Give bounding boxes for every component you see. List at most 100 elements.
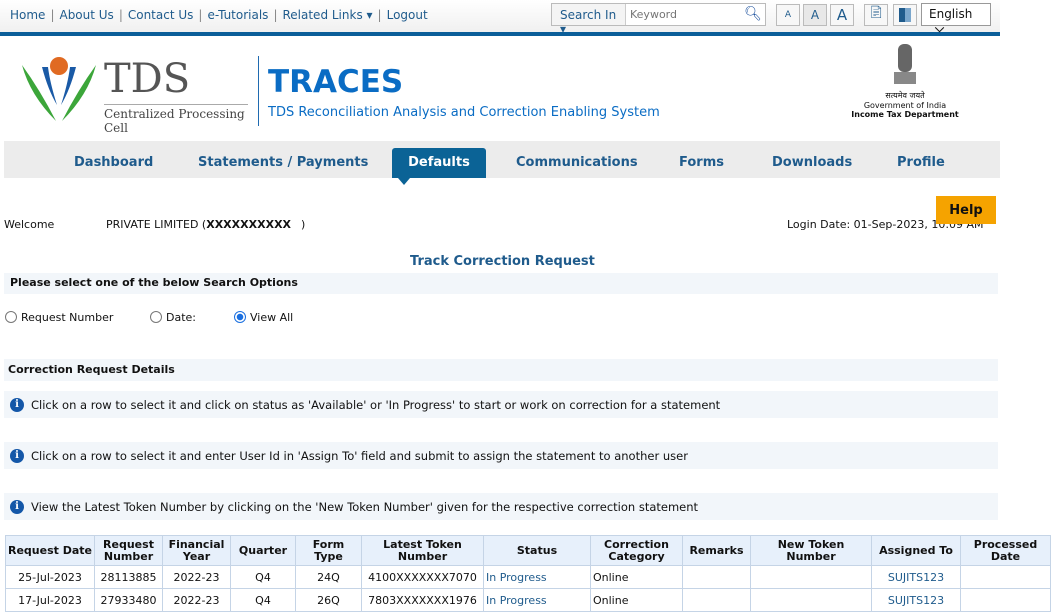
active-caret [398,178,410,185]
info-text: Click on a row to select it and enter Us… [31,448,688,463]
table-cell [960,588,1051,612]
radio-view-all[interactable]: View All [234,311,293,324]
font-small-button[interactable]: A [776,4,800,26]
details-header: Correction Request Details [4,359,998,381]
paren: ) [301,218,306,231]
table-row[interactable]: 17-Jul-2023 27933480 2022-23 Q4 26Q 7803XXXXX… [5,588,1051,612]
radio-button[interactable] [150,311,162,323]
radio-label: Date: [166,311,196,324]
emblem-gov: Government of India [863,101,947,110]
nav-forms[interactable]: Forms [679,155,724,170]
table-cell [960,565,1051,589]
screen-reader-icon[interactable]: 📄︎ [864,4,888,26]
column-header[interactable]: Assigned To [871,535,961,566]
search-box: Search In ▾ 🔍︎ [551,3,766,36]
radio-label: Request Number [21,311,114,324]
column-header[interactable]: Form Type [295,535,362,566]
font-large-button[interactable]: A [830,4,854,26]
welcome-user: PRIVATE LIMITED (XXXXXXXXXX) [106,218,305,231]
column-header[interactable]: Processed Date [960,535,1051,566]
radio-label: View All [250,311,294,324]
column-header[interactable]: Financial Year [162,535,231,566]
info-icon: i [10,397,24,412]
government-emblem: सत्यमेव जयते Government of India Income … [850,40,960,119]
table-cell[interactable] [750,565,872,589]
font-medium-button[interactable]: A [803,4,827,26]
search-in-dropdown[interactable]: Search In ▾ [552,4,626,36]
cpc-label: Centralized Processing Cell [104,104,248,135]
emblem-hindi: सत्यमेव जयते [885,91,925,100]
column-header[interactable]: Request Date [5,535,95,566]
contrast-icon[interactable] [893,4,917,26]
language-value: English [929,7,973,21]
table-cell: 17-Jul-2023 [5,588,95,612]
table-cell: 25-Jul-2023 [5,565,95,589]
link-home[interactable]: Home [10,8,46,22]
table-cell: 26Q [295,588,362,612]
nav-downloads[interactable]: Downloads [772,155,853,170]
table-cell: 28113885 [94,565,163,589]
table-cell[interactable]: SUJITS123 [871,565,961,589]
nav-dashboard[interactable]: Dashboard [74,155,154,170]
nav-statements-payments[interactable]: Statements / Payments [198,155,369,170]
column-header[interactable]: Correction Category [590,535,683,566]
table-cell[interactable]: In Progress [483,588,591,612]
company-name: PRIVATE LIMITED ( [106,218,207,231]
app-title: TRACES [268,64,404,100]
radio-date[interactable]: Date: [150,311,196,324]
info-row: i Click on a row to select it and enter U… [4,442,998,469]
keyword-input[interactable] [626,4,741,25]
nav-communications[interactable]: Communications [516,155,638,170]
table-cell: 4100XXXXXXX7070 [361,565,484,589]
help-button[interactable]: Help [936,196,996,224]
info-icon: i [10,499,24,514]
page-title: Track Correction Request [410,254,595,269]
table-cell [682,565,751,589]
language-select[interactable]: English ⌵ [921,3,991,35]
top-links: Home | About Us | Contact Us | e-Tutorials | Rel… [10,8,428,22]
link-logout[interactable]: Logout [386,8,428,22]
link-contact-us[interactable]: Contact Us [127,8,194,22]
table-cell: Online [590,588,683,612]
info-icon: i [10,448,24,463]
tds-logo-text: TDS [104,56,191,102]
info-text: View the Latest Token Number by clicking… [31,499,699,514]
table-cell: 7803XXXXXXX1976 [361,588,484,612]
column-header[interactable]: Quarter [230,535,296,566]
table-cell [682,588,751,612]
table-cell: Online [590,565,683,589]
info-row: i Click on a row to select it and click o… [4,391,998,418]
column-header[interactable]: Status [483,535,591,566]
column-header[interactable]: Request Number [94,535,163,566]
nav-defaults[interactable]: Defaults [392,148,486,178]
app-subtitle: TDS Reconciliation Analysis and Correcti… [268,105,660,120]
chevron-down-icon: ⌵ [935,21,945,35]
table-cell: 2022-23 [162,565,231,589]
search-options-header: Please select one of the below Search Op… [4,273,998,294]
tan-id: XXXXXXXXXX [206,218,292,231]
table-cell: Q4 [230,565,296,589]
tds-logo-icon [22,57,96,121]
radio-button[interactable] [5,311,17,323]
emblem-dept: Income Tax Department [851,110,959,119]
table-cell: Q4 [230,588,296,612]
welcome-label: Welcome [4,218,55,231]
info-row: i View the Latest Token Number by clickin… [4,493,998,520]
radio-request-number[interactable]: Request Number [5,311,113,324]
link-about-us[interactable]: About Us [59,8,114,22]
search-icon[interactable]: 🔍︎ [744,6,762,22]
nav-profile[interactable]: Profile [897,155,945,170]
radio-button-selected[interactable] [234,311,246,323]
column-header[interactable]: Remarks [682,535,751,566]
link-e-tutorials[interactable]: e-Tutorials [207,8,269,22]
link-related-links[interactable]: Related Links ▾ [282,8,373,22]
table-cell[interactable] [750,588,872,612]
table-cell: 27933480 [94,588,163,612]
correction-requests-table: Request Date Request Number Financial Year… [5,535,1051,612]
column-header[interactable]: New Token Number [750,535,872,566]
table-cell[interactable]: SUJITS123 [871,588,961,612]
table-row[interactable]: 25-Jul-2023 28113885 2022-23 Q4 24Q 4100XXXXX… [5,565,1051,589]
emblem-icon [894,44,916,84]
table-cell[interactable]: In Progress [483,565,591,589]
column-header[interactable]: Latest Token Number [361,535,484,566]
